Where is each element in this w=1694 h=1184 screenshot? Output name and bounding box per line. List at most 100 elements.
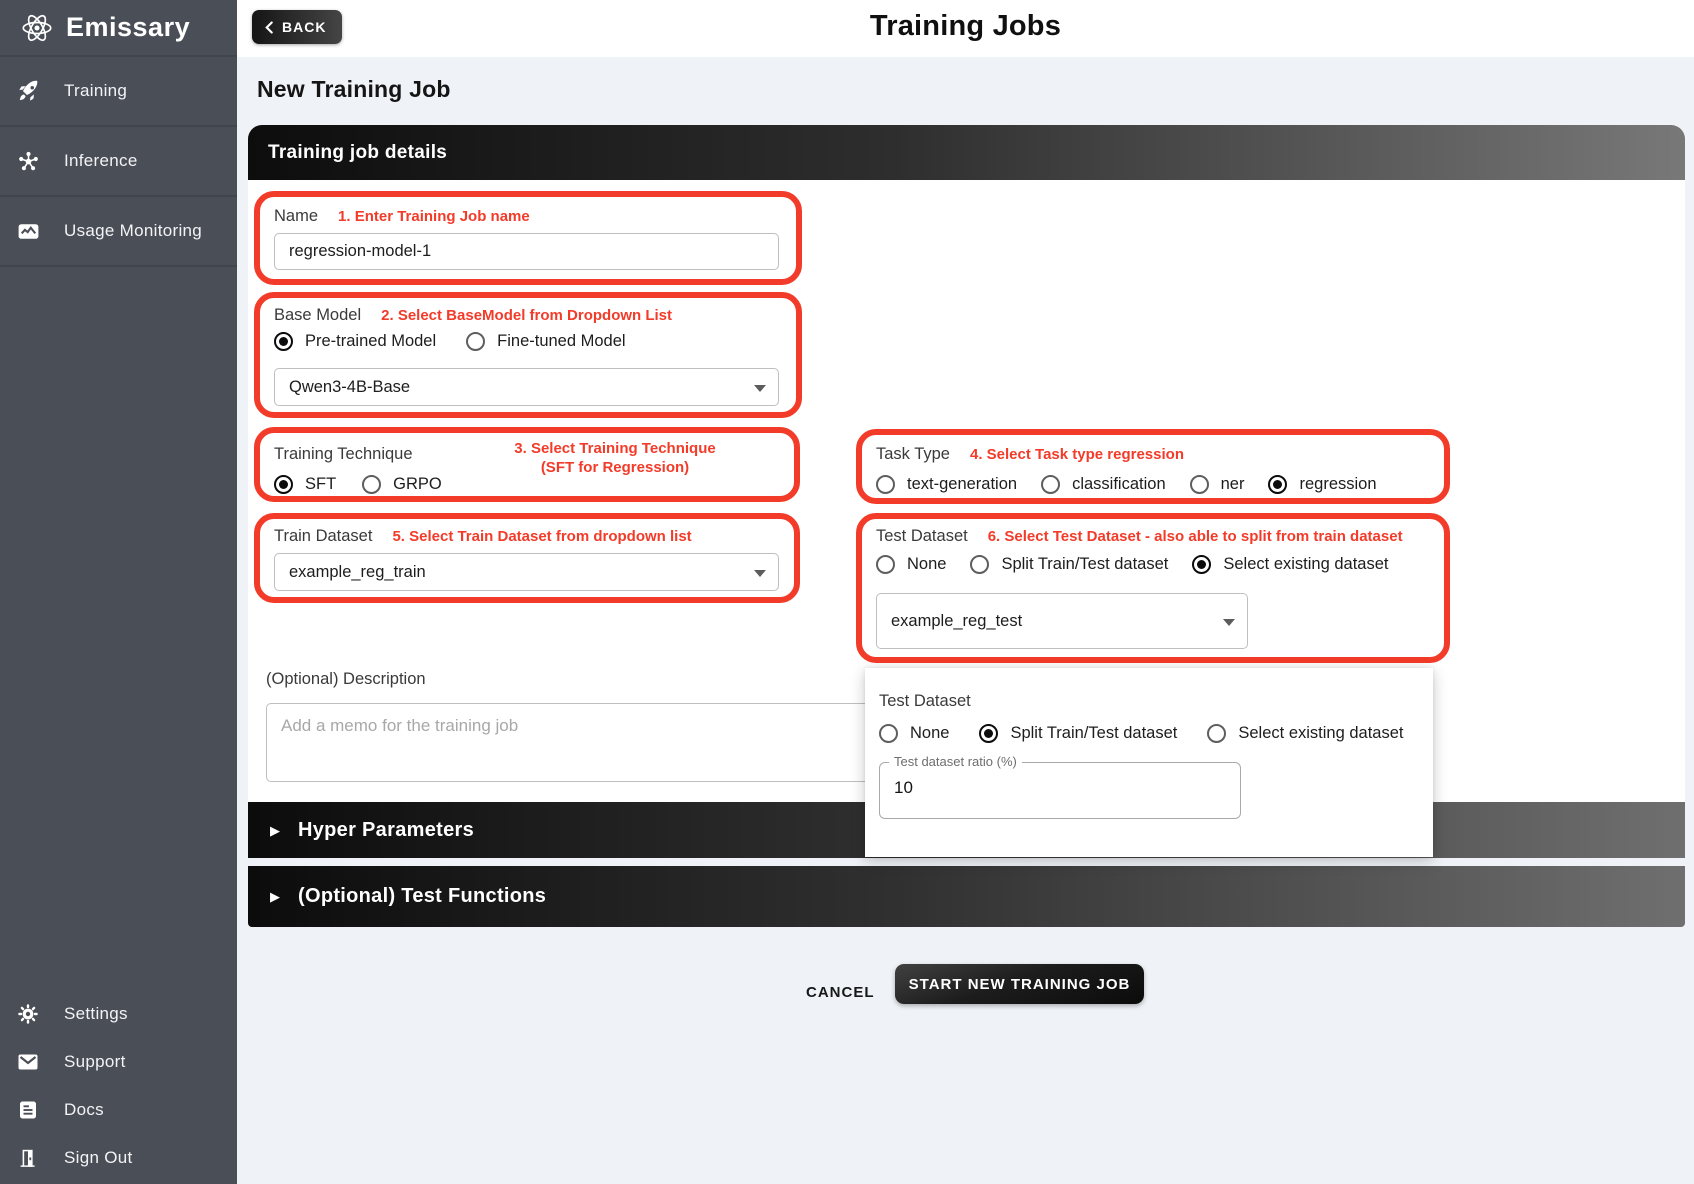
- rocket-icon: [15, 78, 41, 104]
- annotation-box-task-type: Task Type 4. Select Task type regression…: [856, 429, 1450, 504]
- base-model-select[interactable]: Qwen3-4B-Base: [274, 368, 779, 406]
- train-dataset-select[interactable]: example_reg_train: [274, 553, 779, 591]
- accordion-test-functions[interactable]: ▶ (Optional) Test Functions: [248, 866, 1685, 927]
- page-title: Training Jobs: [869, 10, 1062, 42]
- test-dataset-split-panel: Test Dataset None Split Train/Test datas…: [865, 668, 1433, 857]
- chevron-down-icon: [754, 570, 766, 577]
- annotation-1: 1. Enter Training Job name: [338, 208, 530, 225]
- test-dataset-ratio-input[interactable]: [880, 763, 1240, 818]
- radio-icon: [876, 475, 895, 494]
- radio-icon: [1192, 555, 1212, 574]
- task-type-label: Task Type: [876, 445, 950, 463]
- monitoring-icon: [15, 218, 41, 244]
- sidebar-item-label: Support: [64, 1052, 126, 1071]
- chevron-down-icon: [754, 385, 766, 392]
- sidebar-item-usage-monitoring[interactable]: Usage Monitoring: [0, 197, 237, 267]
- annotation-6: 6. Select Test Dataset - also able to sp…: [987, 528, 1403, 545]
- sidebar-item-label: Settings: [64, 1004, 128, 1023]
- radio-ner[interactable]: ner: [1189, 475, 1244, 494]
- annotation-5: 5. Select Train Dataset from dropdown li…: [392, 528, 692, 545]
- base-model-label: Base Model: [274, 306, 362, 324]
- sidebar-item-sign-out[interactable]: Sign Out: [0, 1134, 237, 1182]
- base-model-radio-group: Pre-trained Model Fine-tuned Model: [274, 332, 626, 351]
- name-input[interactable]: [274, 233, 779, 270]
- sidebar-item-inference[interactable]: Inference: [0, 127, 237, 197]
- start-new-training-job-button[interactable]: START NEW TRAINING JOB: [895, 964, 1144, 1004]
- train-dataset-select-value: example_reg_train: [289, 562, 426, 581]
- split-panel-label: Test Dataset: [879, 692, 971, 710]
- annotation-box-name: Name 1. Enter Training Job name: [254, 191, 802, 285]
- radio-icon: [466, 332, 486, 351]
- description-label: (Optional) Description: [266, 670, 426, 688]
- radio-regression[interactable]: regression: [1268, 475, 1377, 494]
- sidebar-item-training[interactable]: Training: [0, 57, 237, 127]
- radio-icon: [970, 555, 990, 574]
- sidebar-item-docs[interactable]: Docs: [0, 1086, 237, 1134]
- docs-icon: [15, 1097, 41, 1123]
- annotation-box-training-technique: Training Technique 3. Select Training Te…: [254, 427, 800, 502]
- radio-text-generation[interactable]: text-generation: [876, 475, 1017, 494]
- section-heading: New Training Job: [257, 76, 451, 102]
- test-dataset-radio-group: None Split Train/Test dataset Select exi…: [876, 555, 1388, 574]
- back-button[interactable]: BACK: [252, 10, 343, 44]
- annotation-2: 2. Select BaseModel from Dropdown List: [381, 307, 673, 324]
- annotation-box-base-model: Base Model 2. Select BaseModel from Drop…: [254, 292, 802, 418]
- radio-icon: [362, 475, 382, 494]
- sidebar-item-settings[interactable]: Settings: [0, 990, 237, 1038]
- radio-none[interactable]: None: [876, 555, 946, 574]
- sidebar-item-label: Sign Out: [64, 1148, 133, 1167]
- sign-out-icon: [15, 1145, 41, 1171]
- radio-icon: [1189, 475, 1209, 494]
- chevron-left-icon: [264, 20, 274, 35]
- brand[interactable]: Emissary: [0, 0, 237, 57]
- chevron-down-icon: [1223, 619, 1235, 626]
- radio-none[interactable]: None: [879, 724, 949, 743]
- base-model-select-value: Qwen3-4B-Base: [289, 377, 411, 396]
- triangle-right-icon: ▶: [270, 889, 280, 904]
- mail-icon: [15, 1049, 41, 1075]
- radio-select-existing[interactable]: Select existing dataset: [1192, 555, 1388, 574]
- emissary-logo-icon: [18, 9, 56, 47]
- train-dataset-label: Train Dataset: [274, 527, 373, 545]
- radio-icon: [274, 332, 293, 351]
- sidebar-item-label: Inference: [64, 151, 138, 170]
- radio-icon: [979, 724, 999, 743]
- triangle-right-icon: ▶: [270, 822, 280, 838]
- brand-name: Emissary: [66, 12, 191, 42]
- test-dataset-select[interactable]: example_reg_test: [876, 593, 1248, 649]
- radio-sft[interactable]: SFT: [274, 475, 336, 494]
- radio-split-train-test[interactable]: Split Train/Test dataset: [979, 724, 1177, 743]
- radio-icon: [876, 555, 895, 574]
- sidebar-item-label: Training: [64, 81, 128, 100]
- annotation-3: 3. Select Training Technique (SFT for Re…: [514, 440, 716, 476]
- card-header: Training job details: [248, 125, 1685, 180]
- annotation-box-test-dataset: Test Dataset 6. Select Test Dataset - al…: [856, 513, 1450, 663]
- radio-icon: [1268, 475, 1288, 494]
- back-button-label: BACK: [282, 19, 327, 35]
- sidebar-item-label: Docs: [64, 1100, 104, 1119]
- radio-icon: [879, 724, 898, 743]
- radio-icon: [1041, 475, 1061, 494]
- training-technique-label: Training Technique: [274, 445, 413, 463]
- training-technique-radio-group: SFT GRPO: [274, 475, 442, 494]
- sidebar-footer: Settings Support: [0, 990, 237, 1182]
- test-dataset-ratio-field: Test dataset ratio (%): [879, 754, 1241, 819]
- radio-classification[interactable]: classification: [1041, 475, 1166, 494]
- top-bar: [237, 0, 1694, 57]
- radio-pre-trained-model[interactable]: Pre-trained Model: [274, 332, 436, 351]
- radio-select-existing[interactable]: Select existing dataset: [1207, 724, 1403, 743]
- radio-split-train-test[interactable]: Split Train/Test dataset: [970, 555, 1168, 574]
- test-dataset-select-value: example_reg_test: [891, 611, 1023, 630]
- gear-icon: [15, 1001, 41, 1027]
- test-dataset-label: Test Dataset: [876, 527, 968, 545]
- cancel-button[interactable]: CANCEL: [796, 976, 885, 1009]
- radio-grpo[interactable]: GRPO: [362, 475, 442, 494]
- name-label: Name: [274, 207, 319, 225]
- sidebar-item-support[interactable]: Support: [0, 1038, 237, 1086]
- radio-icon: [1207, 724, 1227, 743]
- radio-icon: [274, 475, 293, 494]
- radio-fine-tuned-model[interactable]: Fine-tuned Model: [466, 332, 626, 351]
- annotation-4: 4. Select Task type regression: [969, 446, 1184, 463]
- card-header-label: Training job details: [268, 141, 448, 163]
